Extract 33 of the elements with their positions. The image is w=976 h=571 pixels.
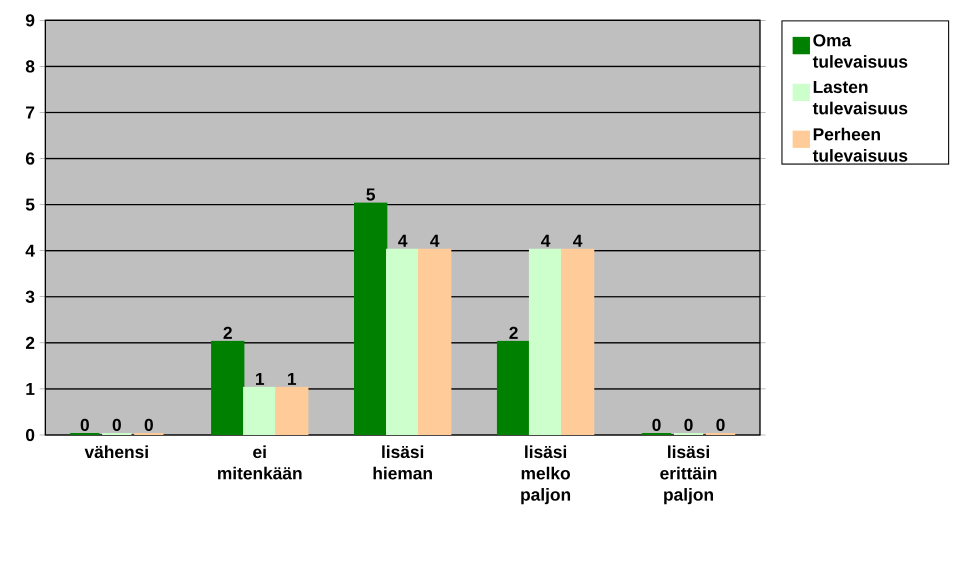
y-tick-label: 2 bbox=[26, 336, 34, 349]
x-tick-label: lisäsi hieman bbox=[374, 445, 432, 480]
data-label: 4 bbox=[573, 234, 582, 247]
x-tick-label: lisäsi melko paljon bbox=[521, 445, 570, 504]
data-label: 0 bbox=[80, 418, 89, 431]
legend-label: Lasten tulevaisuus bbox=[812, 81, 908, 114]
data-label: 4 bbox=[541, 234, 550, 247]
legend-label: Oma tulevaisuus bbox=[812, 34, 908, 68]
y-tick-label: 7 bbox=[26, 106, 34, 118]
x-tick-label: ei mitenkään bbox=[218, 445, 302, 480]
x-tick-label: vähensi bbox=[84, 445, 148, 458]
data-label: 1 bbox=[256, 372, 264, 385]
y-tick-label: 3 bbox=[26, 290, 34, 303]
data-label: 0 bbox=[144, 418, 153, 431]
data-label: 1 bbox=[288, 372, 296, 385]
data-label: 0 bbox=[112, 418, 121, 431]
data-label: 0 bbox=[716, 418, 725, 431]
x-tick-label: lisäsi erittäin paljon bbox=[660, 445, 716, 504]
y-tick-label: 8 bbox=[26, 60, 34, 73]
y-tick-label: 6 bbox=[26, 152, 34, 165]
y-tick-label: 0 bbox=[26, 428, 34, 442]
legend-label: Perheen tulevaisuus bbox=[812, 128, 908, 162]
data-label: 2 bbox=[224, 326, 232, 339]
y-tick-label: 1 bbox=[26, 382, 34, 395]
data-label: 2 bbox=[509, 326, 518, 339]
data-label: 0 bbox=[652, 418, 661, 431]
data-label: 5 bbox=[366, 188, 376, 201]
data-label: 4 bbox=[430, 234, 440, 247]
y-tick-label: 4 bbox=[26, 244, 35, 257]
y-tick-label: 9 bbox=[26, 14, 34, 26]
data-label: 4 bbox=[398, 234, 408, 247]
data-label: 0 bbox=[684, 418, 693, 431]
y-tick-label: 5 bbox=[26, 198, 34, 211]
